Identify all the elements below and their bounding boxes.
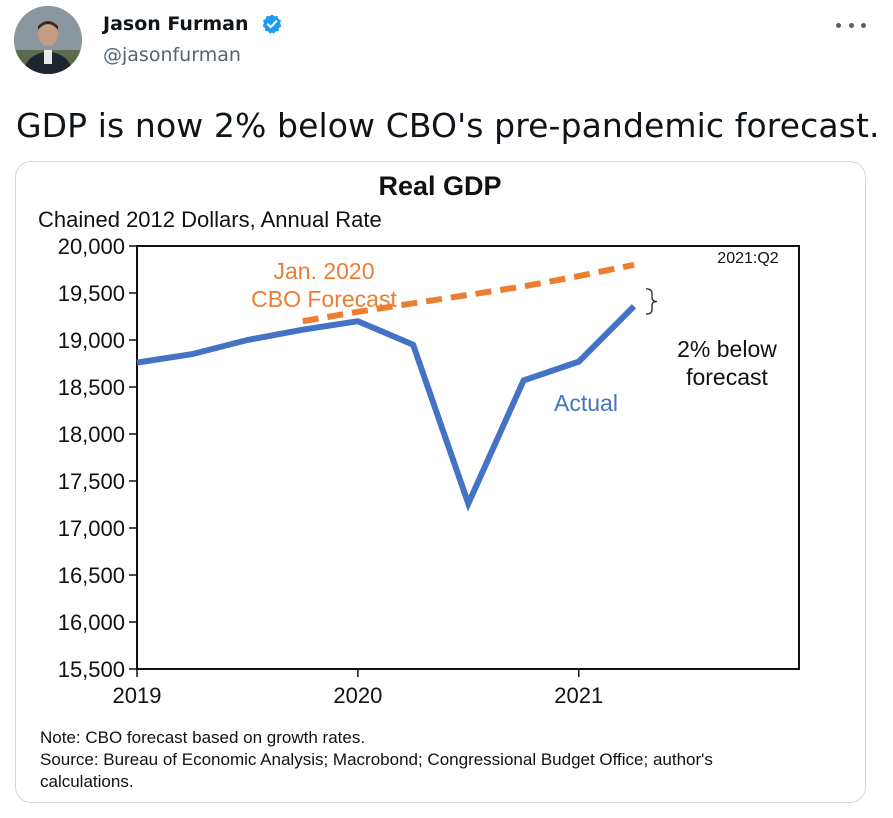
chart-subtitle: Chained 2012 Dollars, Annual Rate bbox=[38, 207, 382, 232]
forecast-series-line bbox=[302, 261, 635, 325]
y-tick-label: 17,500 bbox=[58, 469, 125, 494]
forecast-label-line2: CBO Forecast bbox=[251, 286, 397, 312]
gap-label-line1: 2% below bbox=[677, 336, 777, 362]
y-tick-label: 18,500 bbox=[58, 375, 125, 400]
y-tick-label: 18,000 bbox=[58, 422, 125, 447]
tweet-text: GDP is now 2% below CBO's pre-pandemic f… bbox=[16, 106, 880, 145]
y-tick-label: 16,000 bbox=[58, 610, 125, 635]
chart-source: Source: Bureau of Economic Analysis; Mac… bbox=[40, 750, 713, 769]
y-tick-label: 15,500 bbox=[58, 657, 125, 682]
avatar[interactable] bbox=[14, 6, 82, 74]
actual-label: Actual bbox=[554, 390, 618, 416]
y-tick-label: 20,000 bbox=[58, 234, 125, 259]
author-name[interactable]: Jason Furman bbox=[103, 13, 249, 35]
plot-frame bbox=[136, 245, 800, 670]
y-tick-label: 19,500 bbox=[58, 281, 125, 306]
actual-series-line bbox=[136, 304, 637, 512]
x-tick-label: 2019 bbox=[113, 683, 162, 708]
chart-note: Note: CBO forecast based on growth rates… bbox=[40, 728, 365, 747]
more-options-icon[interactable] bbox=[836, 16, 866, 34]
gap-label-line2: forecast bbox=[686, 364, 768, 390]
chart-title: Real GDP bbox=[378, 171, 501, 201]
author-handle[interactable]: @jasonfurman bbox=[103, 44, 241, 66]
gap-bracket bbox=[645, 288, 658, 315]
y-tick-label: 17,000 bbox=[58, 516, 125, 541]
y-tick-label: 19,000 bbox=[58, 328, 125, 353]
y-tick-label: 16,500 bbox=[58, 563, 125, 588]
chart-source-cont: calculations. bbox=[40, 772, 134, 791]
x-tick-label: 2020 bbox=[333, 683, 382, 708]
gdp-chart: Real GDP Chained 2012 Dollars, Annual Ra… bbox=[38, 171, 800, 791]
forecast-label-line1: Jan. 2020 bbox=[273, 258, 374, 284]
tweet-media-card[interactable]: Real GDP Chained 2012 Dollars, Annual Ra… bbox=[15, 161, 866, 803]
verified-badge-icon bbox=[262, 14, 282, 34]
x-tick-label: 2021 bbox=[554, 683, 603, 708]
endpoint-label: 2021:Q2 bbox=[717, 250, 778, 267]
